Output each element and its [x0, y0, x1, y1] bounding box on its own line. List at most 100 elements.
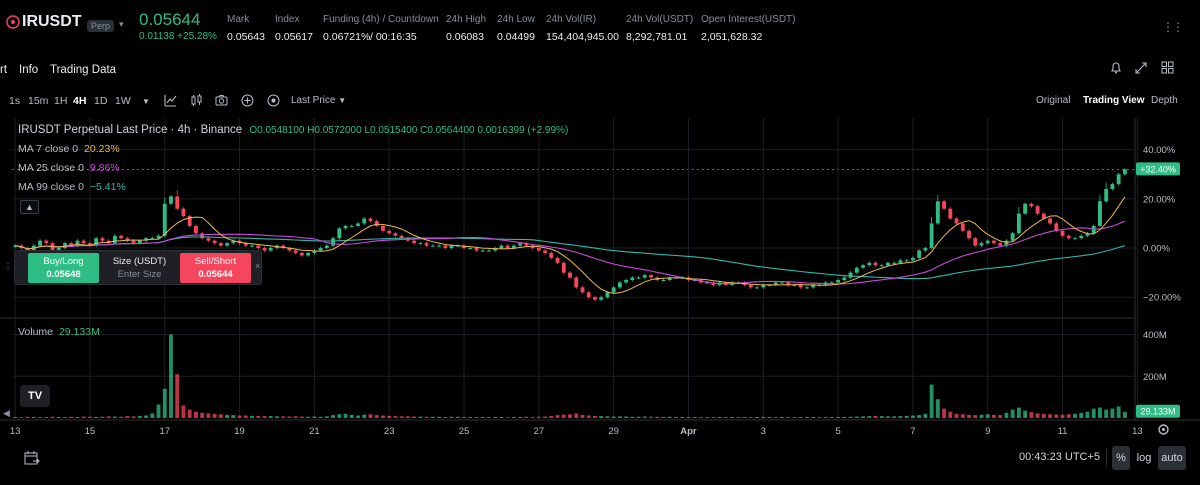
- more-intervals-icon[interactable]: ▼: [142, 97, 150, 106]
- view-depth[interactable]: Depth: [1151, 95, 1178, 106]
- volume-bar: [256, 415, 261, 418]
- settings-icon[interactable]: [267, 94, 280, 107]
- candle-body: [306, 252, 311, 256]
- volume-bar: [499, 416, 504, 418]
- coin-icon: [6, 15, 20, 29]
- camera-icon[interactable]: [215, 94, 228, 107]
- volume-bar: [1054, 414, 1059, 418]
- volume-bar: [405, 416, 410, 418]
- interval-1w[interactable]: 1W: [115, 95, 131, 107]
- volume-bar: [137, 415, 142, 418]
- volume-tick-label: 400M: [1143, 330, 1167, 341]
- stat-value: 0.05643: [227, 31, 265, 43]
- volume-bar: [38, 417, 42, 418]
- candle-body: [998, 243, 1003, 246]
- chart-settings-icon[interactable]: [1157, 423, 1170, 436]
- interval-1d[interactable]: 1D: [94, 95, 108, 107]
- volume-bar: [312, 416, 317, 418]
- volume-bar: [318, 416, 323, 418]
- ma25-name: MA 25 close 0: [18, 162, 84, 174]
- candle-body: [312, 250, 317, 253]
- funding-countdown: / 00:16:35: [370, 31, 417, 43]
- candle-body: [580, 287, 585, 293]
- layout-grid-icon[interactable]: [1160, 60, 1175, 75]
- price-chart[interactable]: 40.00% 20.00% 0.00% −20.00% 400M 200M +32.40% 2…: [0, 112, 1200, 447]
- interval-1h[interactable]: 1H: [54, 95, 68, 107]
- close-order-panel-icon[interactable]: ×: [255, 261, 261, 271]
- log-scale-toggle[interactable]: log: [1136, 452, 1152, 464]
- candle-body: [1060, 230, 1065, 236]
- tab-info[interactable]: Info: [19, 64, 39, 76]
- volume-bar: [511, 416, 516, 418]
- volume-bar: [780, 416, 784, 418]
- volume-bar: [593, 415, 597, 418]
- scroll-left-icon[interactable]: ◀: [3, 408, 10, 418]
- candle-body: [1122, 169, 1127, 175]
- y-axis: 40.00% 20.00% 0.00% −20.00% 400M 200M +32.40% 2…: [1136, 145, 1181, 418]
- volume-bar: [1035, 413, 1040, 418]
- volume-bar: [69, 416, 74, 418]
- view-trading-view[interactable]: Trading View: [1083, 95, 1145, 106]
- interval-4h[interactable]: 4H: [73, 95, 87, 107]
- candle-body: [555, 257, 560, 263]
- size-input[interactable]: Size (USDT) Enter Size: [101, 253, 178, 283]
- volume-bar: [94, 416, 99, 418]
- volume-bar: [462, 416, 466, 418]
- ohlc-close: 0.0564400: [427, 125, 475, 136]
- interval-1s[interactable]: 1s: [9, 95, 21, 107]
- more-icon[interactable]: ⋮⋮: [1162, 20, 1184, 34]
- symbol-name[interactable]: IRUSDT: [22, 13, 82, 30]
- volume-bar: [324, 416, 329, 418]
- volume-bar: [886, 416, 890, 418]
- price-change: 0.01138 +25.28%: [139, 31, 217, 42]
- interval-15m[interactable]: 15m: [28, 95, 49, 107]
- price-mode-select[interactable]: Last Price ▼: [291, 95, 346, 106]
- candle-body: [1098, 201, 1102, 226]
- legend-collapse-button[interactable]: ▲: [20, 200, 39, 214]
- candle-body: [767, 284, 772, 286]
- candle-body: [125, 238, 130, 241]
- volume-bar: [755, 416, 759, 418]
- view-original[interactable]: Original: [1036, 95, 1071, 106]
- drag-handle-icon[interactable]: ⋮: [4, 262, 12, 271]
- symbol-dropdown-icon[interactable]: ▾: [119, 19, 124, 29]
- utc-clock[interactable]: 00:43:23 UTC+5: [1019, 451, 1101, 463]
- volume-bar: [287, 416, 292, 418]
- bell-icon[interactable]: [1109, 61, 1123, 75]
- sell-short-button[interactable]: Sell/Short 0.05644: [180, 253, 251, 283]
- volume-bar: [910, 415, 915, 418]
- tab-trading-data[interactable]: Trading Data: [50, 64, 117, 76]
- volume-bar: [998, 415, 1003, 418]
- add-icon[interactable]: [241, 94, 254, 107]
- volume-bar: [430, 416, 435, 418]
- calendar-range-icon[interactable]: [24, 451, 40, 465]
- volume-bar: [555, 415, 560, 418]
- x-tick-label: 9: [985, 426, 990, 437]
- volume-bar: [412, 416, 417, 418]
- candle-body: [1066, 235, 1071, 239]
- candle-body: [1110, 184, 1115, 190]
- volume-bar: [13, 416, 18, 418]
- volume-bar: [381, 415, 385, 418]
- buy-long-button[interactable]: Buy/Long 0.05648: [28, 253, 99, 283]
- candle-body: [811, 284, 816, 288]
- indicator-icon[interactable]: [164, 94, 177, 107]
- expand-icon[interactable]: [1134, 61, 1148, 75]
- tab-chart[interactable]: rt: [0, 64, 8, 76]
- ticker-bar: IRUSDT Perp ▾ 0.05644 0.01138 +25.28% Ma…: [0, 0, 1200, 50]
- candle-body: [617, 282, 622, 288]
- percent-scale-toggle[interactable]: %: [1112, 446, 1130, 470]
- candle-type-icon[interactable]: [190, 94, 203, 107]
- volume-bar: [480, 416, 485, 418]
- x-tick-label: 13: [1132, 426, 1143, 437]
- volume-bar: [698, 416, 703, 418]
- volume-bar: [306, 416, 311, 418]
- auto-scale-toggle[interactable]: auto: [1158, 446, 1186, 470]
- chart-grid: [0, 118, 1200, 421]
- sell-label: Sell/Short: [194, 256, 237, 267]
- volume-bar: [611, 416, 616, 418]
- stat-label: Index: [275, 14, 300, 25]
- volume-bar: [1104, 409, 1109, 418]
- candle-body: [418, 243, 423, 245]
